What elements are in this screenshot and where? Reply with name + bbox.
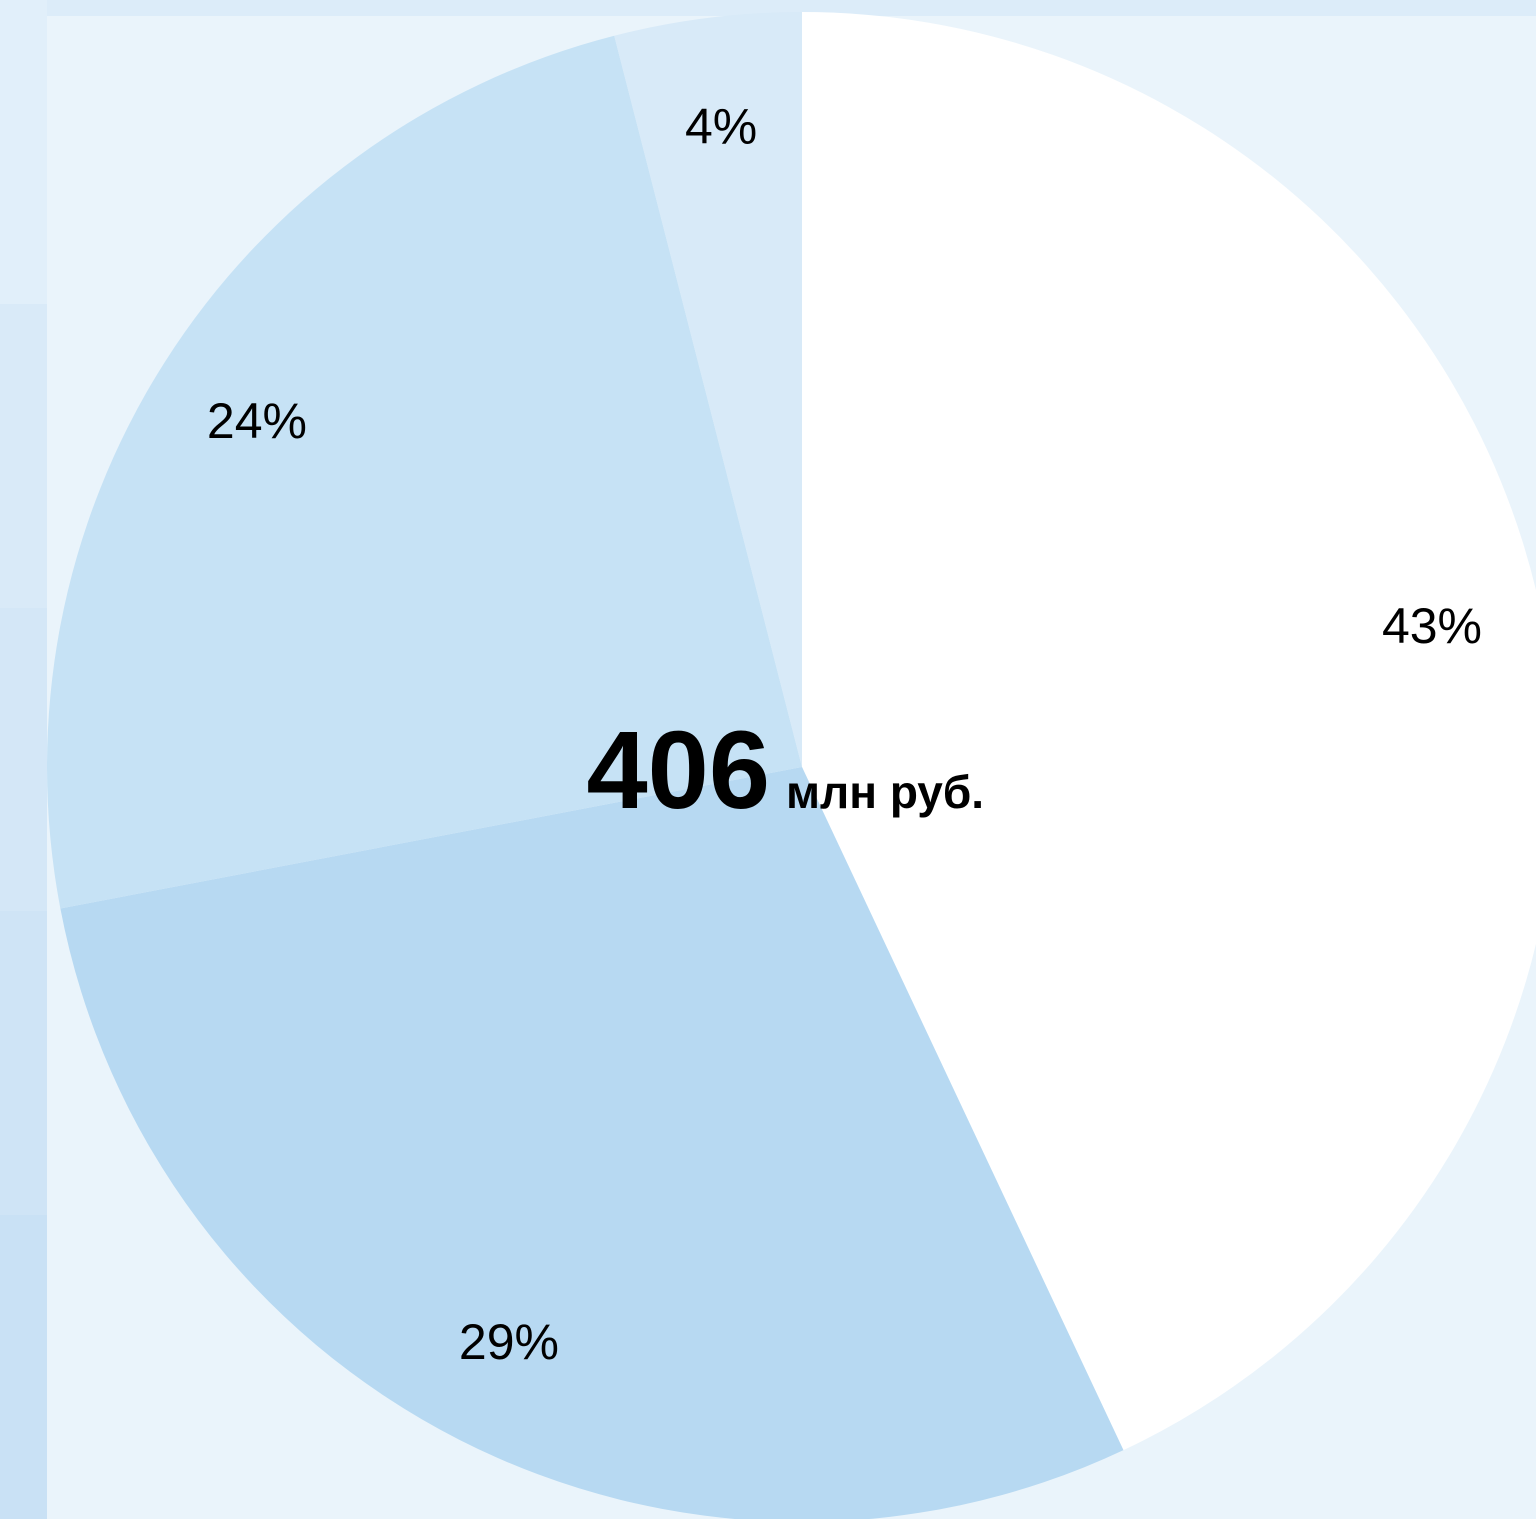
left-band-segment [0, 1215, 47, 1519]
left-band-segment [0, 303, 47, 608]
slice-label-4: 4% [685, 99, 757, 155]
left-band-segment [0, 0, 47, 304]
pie-labels: 43% 29% 24% 4% [207, 99, 1482, 1371]
left-band [0, 0, 47, 1519]
total-unit: млн руб. [786, 766, 984, 818]
left-band-segment [0, 607, 47, 912]
slice-label-3: 24% [207, 393, 307, 449]
left-band-segment [0, 911, 47, 1216]
center-total: 406 млн руб. [586, 709, 984, 832]
top-band [0, 0, 1536, 16]
pie-slice-2 [60, 767, 1124, 1519]
slice-label-2: 29% [459, 1314, 559, 1370]
total-value: 406 [586, 709, 770, 832]
pie-slice-1 [802, 12, 1536, 1451]
pie-slices [46, 12, 1536, 1519]
slice-label-1: 43% [1382, 598, 1482, 654]
pie-slice-4 [614, 12, 802, 767]
pie-slice-3 [46, 35, 803, 909]
